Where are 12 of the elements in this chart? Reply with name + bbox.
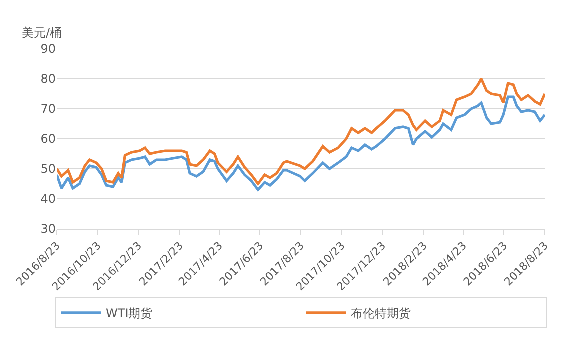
line-series (57, 78, 545, 186)
legend-label: 布伦特期货 (351, 306, 411, 321)
y-tick-label: 50 (40, 162, 56, 176)
y-tick-label: 90 (40, 42, 56, 56)
y-tick-label: 60 (40, 132, 56, 146)
y-axis-title: 美元/桶 (22, 26, 62, 40)
y-tick-label: 70 (40, 102, 56, 116)
line-series (57, 96, 545, 192)
y-tick-label: 80 (40, 72, 56, 86)
y-tick-label: 30 (40, 222, 56, 236)
y-tick-label: 40 (40, 192, 56, 206)
legend-label: WTI期货 (106, 306, 153, 321)
